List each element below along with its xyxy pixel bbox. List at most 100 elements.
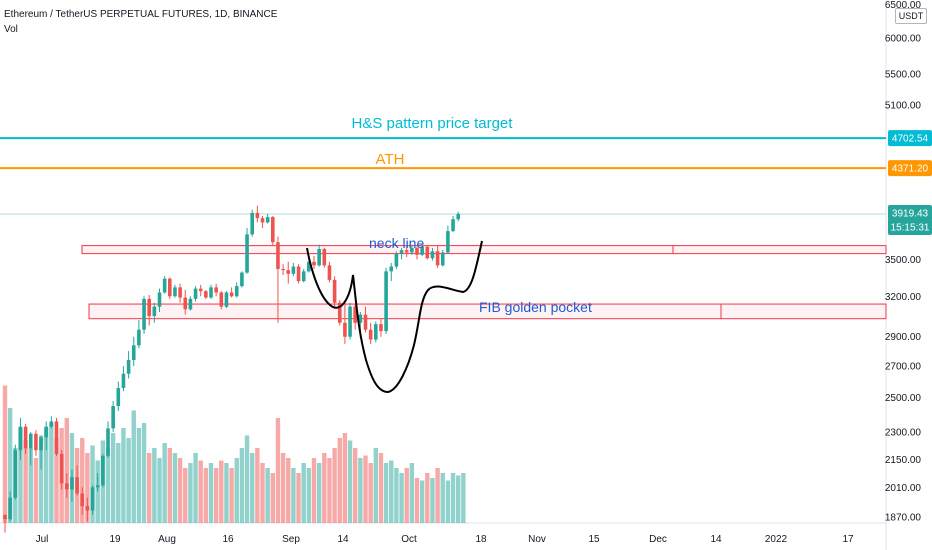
candle-body [435,251,440,266]
candle-body [271,217,275,243]
head-shoulders-drawing [306,240,483,394]
volume-bar [121,428,126,523]
volume-bar [110,433,116,523]
countdown-badge-bg [888,219,932,235]
zone-rect [88,303,887,320]
volume-bar [7,408,13,523]
candle-body [152,306,157,317]
currency-button[interactable]: USDT [895,8,927,24]
candle-body [394,253,399,267]
time-axis-label: 14 [337,534,349,545]
candle-body [162,278,167,293]
volume-bar [368,463,373,523]
volume-bar [18,428,23,523]
volume-bar [2,385,8,523]
volume-bar [301,463,306,523]
volume-bar [250,453,255,523]
zones [81,245,887,320]
volume-bar [224,463,229,523]
candle-body [250,212,254,235]
time-axis-label: Dec [649,534,667,545]
time-axis-label: Sep [282,534,300,545]
candle-body [312,261,316,266]
candle-body [389,266,394,272]
volume-bar [244,435,250,523]
volume-bar [136,428,142,523]
candle-body [178,287,182,298]
volume-bar [147,453,152,523]
volume-bar [193,453,198,523]
volume-bar [337,438,342,523]
volume-bar [430,478,435,523]
volume-bar [311,458,317,523]
fib-pocket-label: FIB golden pocket [479,299,592,315]
candle-body [348,306,352,337]
time-axis-label: 15 [588,534,600,545]
candle-body [379,324,383,332]
volume-bar [239,448,245,523]
candle-body [234,286,239,297]
volume-bar [208,463,214,523]
price-axis-tick-label: 2150.00 [885,455,922,466]
volume-bar [131,410,136,523]
candle-body [224,292,229,307]
price-axis-tick-label: 1870.00 [885,513,922,524]
level-price-badge: 4702.54 [892,134,929,145]
volume-bar [327,458,332,523]
price-axis-tick-label: 3500.00 [885,255,922,266]
volume-bar [95,460,100,523]
candle-body [322,249,327,266]
price-axis-tick-label: 5100.00 [885,100,922,111]
volume-bar [316,463,322,523]
candle-body [147,298,151,317]
price-axis-tick-label: 5500.00 [885,69,922,80]
volume-bar [188,463,193,523]
candle-body [18,426,23,451]
volume-bar [203,468,209,523]
candle-body [137,329,141,346]
candle-body [126,360,131,374]
candle-body [116,387,121,407]
candle-body [106,428,110,456]
candle-body [39,437,43,451]
time-axis: Jul 19 Aug 16 Sep 14 Oct 18 Nov 15 Dec 14 2022 17 [36,534,854,545]
volume-bar [445,480,451,523]
zone-rect [81,245,887,255]
horizontal-levels [0,137,886,215]
candle-body [446,231,450,253]
volume-bar [440,473,445,523]
volume-bar [28,448,33,523]
candle-body [121,373,126,388]
candle-body [374,324,378,340]
candle-body [260,218,265,223]
neck-line-label: neck line [369,235,424,251]
volume-bar [33,458,39,523]
annotation-labels: H&S pattern price target ATH neck line F… [352,115,592,315]
volume-bar [347,440,353,523]
candle-body [101,455,105,486]
volume-bar [280,453,286,523]
price-axis-tick-label: 2700.00 [885,362,922,373]
candle-body [209,287,213,298]
time-axis-label: 19 [109,534,121,545]
candle-body [415,247,419,255]
ath-label: ATH [376,151,405,168]
price-badges: 4702.54 4371.20 3919.43 15:15:31 [888,130,932,235]
candles [3,205,460,533]
volume-bar [363,455,368,523]
volume-bar [157,458,162,523]
volume-bar [116,443,121,523]
level-price-badge: 4371.20 [892,164,929,175]
volume-bar [265,468,270,523]
volume-bar [44,428,49,523]
volume-bar [378,453,384,523]
candle-body [80,493,85,507]
candle-body [168,278,172,297]
candle-body [296,266,301,282]
volume-bar [234,458,239,523]
candle-body [420,246,424,255]
candle-body [410,247,414,253]
candle-body [28,433,33,449]
candle-body [430,251,435,259]
